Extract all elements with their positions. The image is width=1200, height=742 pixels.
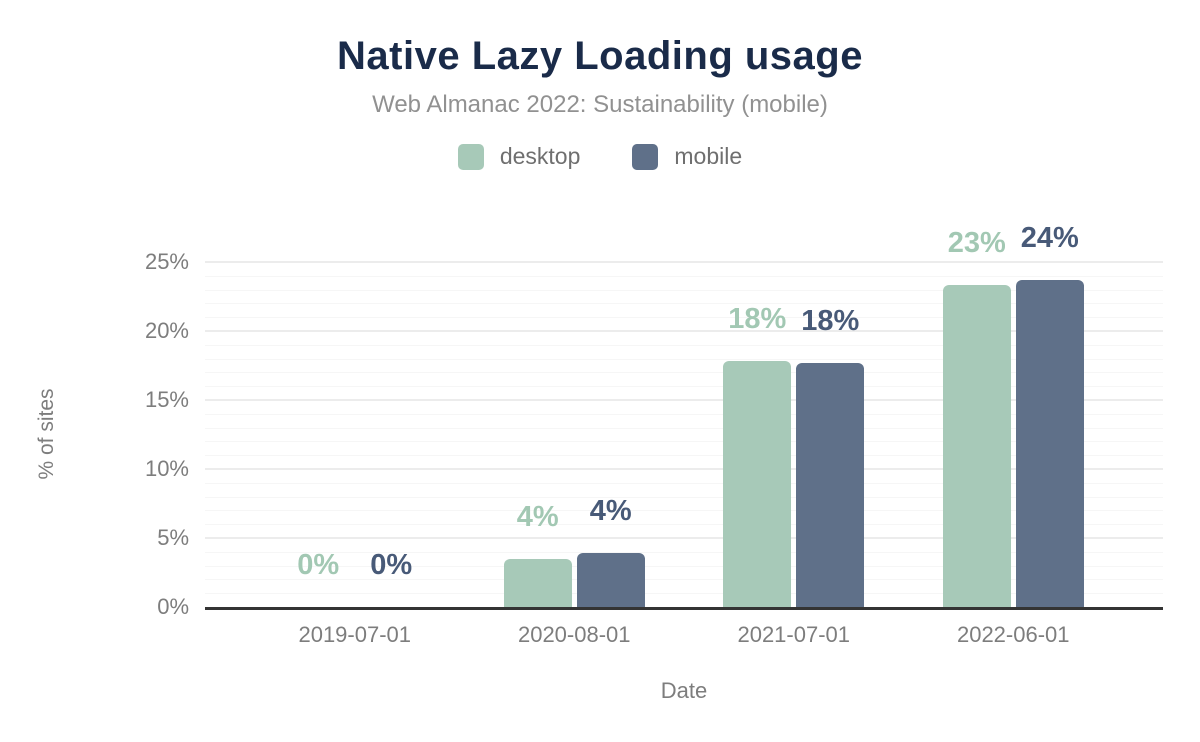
bar-mobile-2022-06-01[interactable] — [1015, 279, 1084, 607]
legend-item-desktop[interactable]: desktop — [457, 143, 581, 170]
x-axis-tick-label: 2019-07-01 — [298, 622, 412, 647]
bar-value-label-desktop-2022-06-01: 23% — [947, 227, 1006, 260]
x-axis-title: Date — [660, 678, 708, 703]
bar-group-2019-07-01: 0% 0% 2019-07-01 — [245, 262, 465, 647]
x-axis-tick-label: 2021-07-01 — [737, 622, 851, 647]
legend-swatch-mobile — [632, 143, 659, 170]
y-axis-tick-label: 20% — [144, 318, 189, 343]
bar-mobile-2020-08-01[interactable] — [576, 553, 645, 607]
x-axis-tick-label: 2020-08-01 — [517, 622, 631, 647]
legend-label-mobile: mobile — [674, 143, 743, 169]
bar-value-label-mobile-2021-07-01: 18% — [801, 304, 860, 337]
y-axis-tick-label: 10% — [144, 456, 189, 481]
bar-desktop-2020-08-01[interactable] — [503, 558, 572, 607]
bar-value-label-mobile-2022-06-01: 24% — [1020, 221, 1079, 254]
y-axis-title: % of sites — [35, 388, 58, 480]
y-axis-tick-label: 5% — [157, 525, 189, 550]
legend-swatch-desktop — [457, 143, 484, 170]
plot-area: 0% 5% 10% 15% 20% 25% 0% 0% 2019-07-01 4% 4% 2020-0… — [145, 222, 1163, 647]
bar-value-label-desktop-2019-07-01: 0% — [297, 549, 340, 581]
bar-desktop-2021-07-01[interactable] — [723, 361, 792, 607]
chart-subtitle: Web Almanac 2022: Sustainability (mobile… — [372, 91, 828, 118]
bar-value-label-mobile-2020-08-01: 4% — [589, 495, 632, 528]
bar-group-2021-07-01: 18% 18% 2021-07-01 — [684, 262, 904, 647]
y-axis-tick-label: 0% — [157, 594, 189, 619]
bar-value-label-mobile-2019-07-01: 0% — [370, 549, 413, 581]
legend: desktop mobile — [0, 143, 1200, 170]
x-axis-tick-label: 2022-06-01 — [956, 622, 1070, 647]
bar-desktop-2022-06-01[interactable] — [942, 285, 1011, 607]
bar-group-2022-06-01: 23% 24% 2022-06-01 — [904, 222, 1124, 647]
legend-item-mobile[interactable]: mobile — [632, 143, 742, 170]
y-axis-tick-label: 25% — [144, 249, 189, 274]
chart-title: Native Lazy Loading usage — [337, 34, 863, 78]
legend-label-desktop: desktop — [499, 143, 581, 169]
y-axis-tick-label: 15% — [144, 387, 189, 412]
bar-value-label-desktop-2020-08-01: 4% — [516, 500, 559, 533]
bar-value-label-desktop-2021-07-01: 18% — [728, 303, 787, 336]
bar-mobile-2021-07-01[interactable] — [796, 362, 865, 607]
bar-group-2020-08-01: 4% 4% 2020-08-01 — [465, 262, 685, 647]
